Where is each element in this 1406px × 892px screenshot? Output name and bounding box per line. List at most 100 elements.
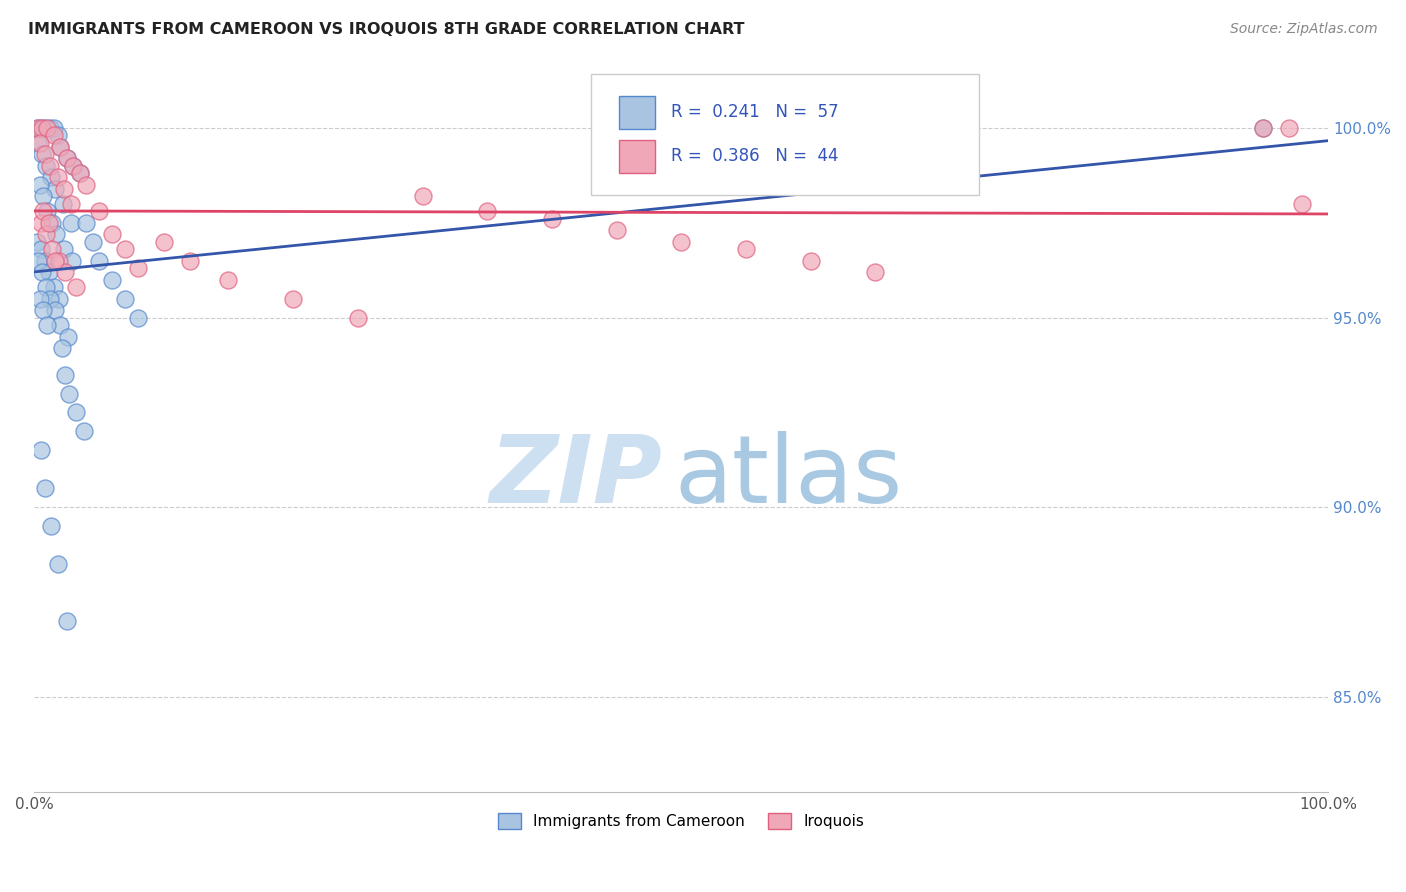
Point bbox=[65, 280, 87, 294]
Point bbox=[38, 265, 60, 279]
Point bbox=[101, 227, 124, 242]
Point bbox=[62, 159, 84, 173]
Point bbox=[75, 216, 97, 230]
Point bbox=[34, 482, 56, 496]
Point bbox=[1253, 120, 1275, 135]
Point bbox=[1291, 196, 1313, 211]
Point bbox=[55, 614, 77, 628]
Point bbox=[46, 128, 69, 143]
Legend: Immigrants from Cameroon, Iroquois: Immigrants from Cameroon, Iroquois bbox=[492, 807, 870, 836]
Point bbox=[41, 216, 63, 230]
Point bbox=[48, 253, 70, 268]
Point bbox=[38, 120, 60, 135]
Point bbox=[35, 227, 58, 242]
Point bbox=[30, 216, 52, 230]
Point bbox=[28, 178, 51, 192]
Point bbox=[31, 147, 53, 161]
Point bbox=[114, 292, 136, 306]
Point bbox=[69, 166, 91, 180]
Point bbox=[34, 147, 56, 161]
Point bbox=[60, 253, 83, 268]
Point bbox=[48, 292, 70, 306]
Point bbox=[82, 235, 104, 249]
Point bbox=[52, 196, 75, 211]
Point bbox=[38, 216, 60, 230]
Point bbox=[179, 253, 201, 268]
Point bbox=[32, 303, 55, 318]
Text: ZIP: ZIP bbox=[489, 431, 662, 523]
Point bbox=[69, 166, 91, 180]
Point bbox=[31, 265, 53, 279]
Point bbox=[152, 235, 174, 249]
Point bbox=[72, 425, 94, 439]
Point bbox=[53, 181, 76, 195]
Point bbox=[25, 120, 48, 135]
Point bbox=[37, 204, 59, 219]
Point bbox=[114, 243, 136, 257]
Point bbox=[412, 189, 434, 203]
Point bbox=[800, 253, 823, 268]
FancyBboxPatch shape bbox=[619, 96, 655, 129]
Point bbox=[35, 159, 58, 173]
Point bbox=[735, 243, 758, 257]
Point bbox=[606, 223, 628, 237]
Point bbox=[127, 261, 149, 276]
Point bbox=[59, 196, 82, 211]
Point bbox=[87, 253, 110, 268]
Point bbox=[671, 235, 693, 249]
Text: IMMIGRANTS FROM CAMEROON VS IROQUOIS 8TH GRADE CORRELATION CHART: IMMIGRANTS FROM CAMEROON VS IROQUOIS 8TH… bbox=[28, 22, 745, 37]
Text: atlas: atlas bbox=[675, 431, 903, 523]
Point bbox=[49, 140, 72, 154]
Point bbox=[27, 136, 49, 150]
Point bbox=[65, 405, 87, 419]
Point bbox=[35, 280, 58, 294]
Point bbox=[44, 181, 66, 195]
Point bbox=[75, 178, 97, 192]
Point bbox=[346, 310, 368, 325]
Point bbox=[865, 265, 887, 279]
Point bbox=[46, 170, 69, 185]
Point bbox=[55, 151, 77, 165]
Point bbox=[37, 120, 59, 135]
Point bbox=[46, 558, 69, 572]
Point bbox=[42, 120, 65, 135]
Point bbox=[541, 211, 564, 226]
Point bbox=[42, 128, 65, 143]
Point bbox=[53, 243, 76, 257]
Point bbox=[59, 216, 82, 230]
Point bbox=[51, 341, 73, 355]
Point bbox=[87, 204, 110, 219]
Point bbox=[28, 292, 51, 306]
Point bbox=[39, 519, 62, 533]
Text: R =  0.386   N =  44: R = 0.386 N = 44 bbox=[671, 147, 838, 165]
Point bbox=[32, 189, 55, 203]
Point bbox=[38, 292, 60, 306]
Point bbox=[101, 273, 124, 287]
Point bbox=[62, 159, 84, 173]
Point bbox=[25, 235, 48, 249]
Point bbox=[30, 120, 52, 135]
Point bbox=[30, 443, 52, 458]
Point bbox=[127, 310, 149, 325]
Point bbox=[56, 329, 79, 343]
Point bbox=[1278, 120, 1301, 135]
Text: Source: ZipAtlas.com: Source: ZipAtlas.com bbox=[1230, 22, 1378, 37]
Point bbox=[34, 253, 56, 268]
Point bbox=[32, 204, 55, 219]
Point bbox=[477, 204, 499, 219]
Point bbox=[30, 243, 52, 257]
Point bbox=[39, 170, 62, 185]
Point bbox=[34, 120, 56, 135]
Point bbox=[27, 253, 49, 268]
Point bbox=[49, 140, 72, 154]
Point bbox=[55, 151, 77, 165]
Point bbox=[217, 273, 239, 287]
Point bbox=[38, 159, 60, 173]
Point bbox=[28, 136, 51, 150]
Point bbox=[31, 120, 53, 135]
Point bbox=[49, 318, 72, 333]
Point bbox=[58, 386, 80, 401]
Point bbox=[41, 243, 63, 257]
Point bbox=[45, 227, 67, 242]
Point bbox=[55, 265, 77, 279]
